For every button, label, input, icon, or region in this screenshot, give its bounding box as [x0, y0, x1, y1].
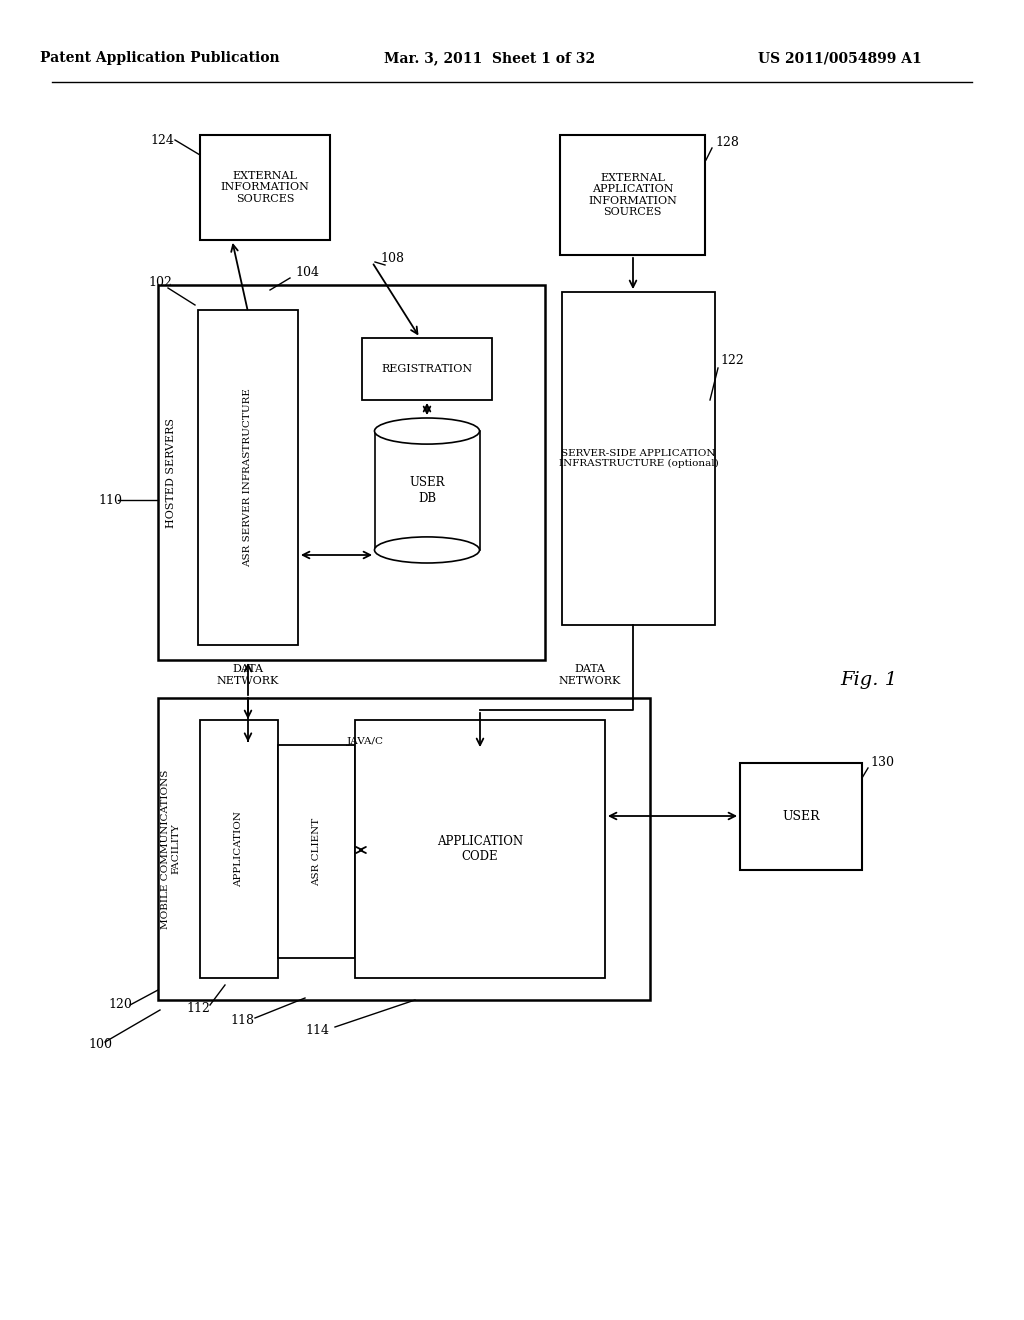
Text: 100: 100: [88, 1039, 112, 1052]
Text: Patent Application Publication: Patent Application Publication: [40, 51, 280, 65]
Text: HOSTED SERVERS: HOSTED SERVERS: [166, 417, 176, 528]
Text: 124: 124: [150, 133, 174, 147]
Text: EXTERNAL
INFORMATION
SOURCES: EXTERNAL INFORMATION SOURCES: [220, 170, 309, 205]
Text: 122: 122: [720, 354, 743, 367]
Text: SERVER-SIDE APPLICATION
INFRASTRUCTURE (optional): SERVER-SIDE APPLICATION INFRASTRUCTURE (…: [559, 449, 719, 469]
Text: ASR CLIENT: ASR CLIENT: [312, 817, 321, 886]
Text: 120: 120: [108, 998, 132, 1011]
Bar: [375, 432, 479, 550]
Text: US 2011/0054899 A1: US 2011/0054899 A1: [758, 51, 922, 65]
Bar: [362, 338, 492, 400]
Text: REGISTRATION: REGISTRATION: [381, 364, 472, 374]
Text: Mar. 3, 2011  Sheet 1 of 32: Mar. 3, 2011 Sheet 1 of 32: [384, 51, 596, 65]
Text: 102: 102: [148, 276, 172, 289]
Bar: [740, 763, 862, 870]
Text: DATA
NETWORK: DATA NETWORK: [217, 664, 280, 686]
Text: APPLICATION: APPLICATION: [234, 810, 244, 887]
Text: Fig. 1: Fig. 1: [840, 671, 897, 689]
Text: 128: 128: [715, 136, 739, 149]
Text: DATA
NETWORK: DATA NETWORK: [559, 664, 622, 686]
Text: MOBILE COMMUNICATIONS
FACILITY: MOBILE COMMUNICATIONS FACILITY: [162, 770, 180, 929]
Text: 112: 112: [186, 1002, 210, 1015]
Bar: [278, 744, 355, 958]
Ellipse shape: [375, 537, 479, 564]
Bar: [158, 285, 545, 660]
Text: 130: 130: [870, 756, 894, 770]
Text: JAVA/C: JAVA/C: [346, 738, 384, 747]
Text: APPLICATION
CODE: APPLICATION CODE: [437, 836, 523, 863]
Text: USER: USER: [782, 810, 820, 822]
Bar: [200, 719, 278, 978]
Bar: [355, 719, 605, 978]
Text: 114: 114: [305, 1023, 329, 1036]
Text: 104: 104: [295, 265, 319, 279]
Bar: [198, 310, 298, 645]
Text: USER
DB: USER DB: [410, 477, 444, 504]
Bar: [562, 292, 715, 624]
Text: EXTERNAL
APPLICATION
INFORMATION
SOURCES: EXTERNAL APPLICATION INFORMATION SOURCES: [588, 173, 677, 218]
Text: ASR SERVER INFRASTRUCTURE: ASR SERVER INFRASTRUCTURE: [244, 388, 253, 566]
Bar: [200, 135, 330, 240]
Bar: [158, 698, 650, 1001]
Ellipse shape: [375, 418, 479, 444]
Text: 110: 110: [98, 494, 122, 507]
Text: 118: 118: [230, 1014, 254, 1027]
Bar: [560, 135, 705, 255]
Text: 108: 108: [380, 252, 404, 264]
